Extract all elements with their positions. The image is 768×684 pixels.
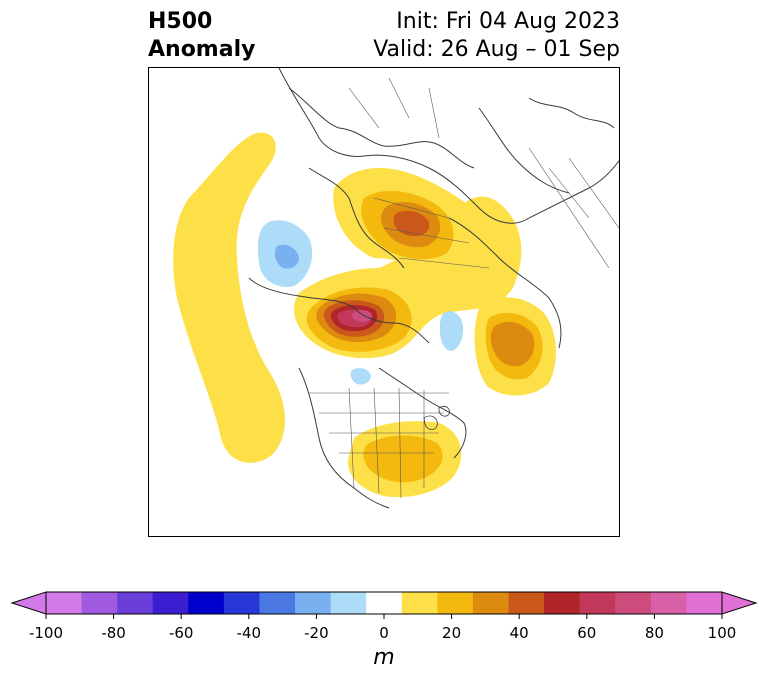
map-dates: Init: Fri 04 Aug 2023 Valid: 26 Aug – 01… [373, 8, 620, 64]
colorbar-tick-label: 100 [707, 624, 737, 642]
colorbar-segment [579, 592, 616, 614]
colorbar-tick-label: 80 [644, 624, 664, 642]
colorbar-segment [117, 592, 154, 614]
map-title: H500 Anomaly [148, 8, 255, 64]
colorbar-tick-label: -40 [236, 624, 262, 642]
colorbar-extend-low [10, 591, 47, 615]
colorbar-segment [223, 592, 260, 614]
colorbar-unit: m [373, 645, 395, 670]
map-panel [148, 67, 620, 537]
title-line-2: Anomaly [148, 37, 256, 62]
colorbar-segment [81, 592, 118, 614]
anomaly-map [173, 68, 619, 509]
ridge-peak [352, 310, 372, 322]
colorbar-segment [615, 592, 652, 614]
colorbar-extend-high [721, 591, 758, 615]
colorbar-segment [152, 592, 189, 614]
colorbar-segment [330, 592, 367, 614]
colorbar-segment [508, 592, 545, 614]
negative-anomaly-areas [257, 220, 464, 385]
valid-range: Valid: 26 Aug – 01 Sep [373, 37, 620, 62]
colorbar [10, 591, 758, 619]
colorbar-segment [366, 592, 403, 614]
colorbar-segment [686, 592, 723, 614]
colorbar-tick-label: 0 [379, 624, 389, 642]
colorbar-tick-label: -20 [304, 624, 329, 642]
colorbar-segment [295, 592, 332, 614]
colorbar-segments [46, 592, 723, 614]
colorbar-tick-label: -100 [28, 624, 64, 642]
colorbar-tick-label: -80 [101, 624, 126, 642]
colorbar-segment [188, 592, 225, 614]
political-borders [309, 77, 619, 499]
great-lakes [423, 406, 450, 430]
coastlines [248, 68, 619, 509]
title-line-1: H500 [148, 9, 213, 34]
colorbar-tick-label: 40 [509, 624, 529, 642]
colorbar-tick-label: 60 [577, 624, 597, 642]
colorbar-segment [437, 592, 474, 614]
colorbar-ticks [45, 614, 723, 619]
colorbar-segment [259, 592, 296, 614]
colorbar-tick-label: -60 [168, 624, 194, 642]
colorbar-tick-label: 20 [442, 624, 462, 642]
colorbar-segment [46, 592, 83, 614]
init-date: Init: Fri 04 Aug 2023 [396, 9, 620, 34]
colorbar-segment [544, 592, 581, 614]
colorbar-segment [650, 592, 687, 614]
colorbar-segment [401, 592, 438, 614]
pacific-ridge [173, 132, 286, 463]
colorbar-segment [472, 592, 510, 614]
